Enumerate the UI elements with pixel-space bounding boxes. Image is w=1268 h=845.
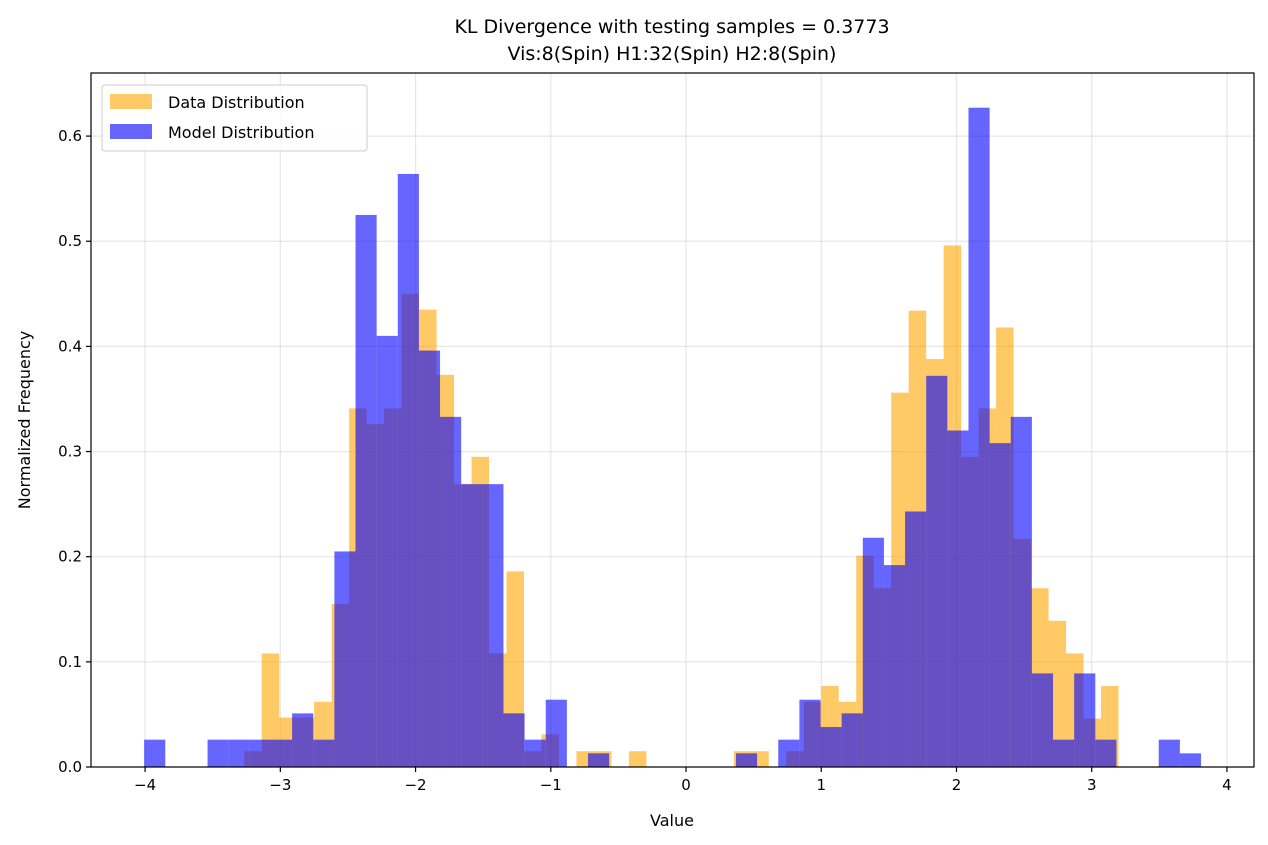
histogram-bar xyxy=(820,727,842,767)
x-tick-label: −3 xyxy=(269,776,291,794)
histogram-bar xyxy=(207,739,229,767)
histogram-bar xyxy=(313,739,335,767)
x-tick-label: −2 xyxy=(404,776,426,794)
histogram-bar xyxy=(418,350,441,767)
y-tick-label: 0.5 xyxy=(58,232,82,250)
legend: Data Distribution Model Distribution xyxy=(101,84,368,152)
histogram-bar xyxy=(735,753,758,767)
x-tick-label: 2 xyxy=(952,776,962,794)
histogram-bar xyxy=(545,699,567,767)
x-tick-label: 4 xyxy=(1222,776,1232,794)
histogram-bar xyxy=(440,416,462,767)
x-tick-label: −4 xyxy=(134,776,156,794)
histogram-bar xyxy=(968,107,990,767)
chart-title: KL Divergence with testing samples = 0.3… xyxy=(454,16,889,38)
bars xyxy=(144,107,1201,768)
y-tick-label: 0.2 xyxy=(58,548,82,566)
y-tick-label: 0.3 xyxy=(58,443,82,461)
histogram-bar xyxy=(1010,416,1032,767)
histogram-bar xyxy=(905,511,927,767)
x-tick-label: 3 xyxy=(1087,776,1097,794)
plot-frame xyxy=(90,72,1255,768)
histogram-bar xyxy=(1031,673,1054,767)
histogram-bar xyxy=(926,375,948,767)
legend-label-data: Data Distribution xyxy=(168,93,305,112)
histogram-bar xyxy=(628,751,647,767)
x-tick-label: −1 xyxy=(540,776,562,794)
histogram-bar xyxy=(397,173,419,768)
histogram-bar xyxy=(270,739,293,767)
histogram-bar xyxy=(261,653,280,767)
histogram-bar xyxy=(1158,739,1180,767)
legend-swatch-model xyxy=(110,124,152,139)
x-tick-label: 1 xyxy=(816,776,826,794)
chart-subtitle: Vis:8(Spin) H1:32(Spin) H2:8(Spin) xyxy=(508,43,837,65)
histogram-bar xyxy=(841,713,863,767)
histogram-bar xyxy=(1053,739,1075,767)
y-axis: 0.0 0.1 0.2 0.3 0.4 0.5 0.6 xyxy=(58,127,91,776)
legend-swatch-data xyxy=(110,94,152,109)
histogram-bar xyxy=(355,214,377,768)
legend-label-model: Model Distribution xyxy=(168,123,314,142)
histogram-bar xyxy=(503,713,525,767)
histogram-bar xyxy=(461,484,483,767)
histogram-bar xyxy=(524,739,546,767)
histogram-bar xyxy=(778,739,800,767)
histogram-bar xyxy=(482,484,504,767)
histogram-bar xyxy=(1095,739,1117,767)
histogram-bar xyxy=(144,739,166,767)
histogram-bar xyxy=(989,443,1011,767)
histogram-bar xyxy=(799,699,821,767)
histogram-bar xyxy=(588,753,610,767)
x-tick-label: 0 xyxy=(681,776,691,794)
histogram-bar xyxy=(947,430,969,767)
y-tick-label: 0.1 xyxy=(58,653,82,671)
x-axis: −4 −3 −2 −1 0 1 2 3 4 xyxy=(134,767,1232,794)
histogram-bar xyxy=(1074,673,1096,767)
x-axis-label: Value xyxy=(650,811,694,830)
y-tick-label: 0.0 xyxy=(58,758,82,776)
histogram-bar xyxy=(1179,753,1201,767)
histogram-bar xyxy=(249,739,271,767)
histogram-bar xyxy=(862,537,884,767)
y-axis-label: Normalized Frequency xyxy=(15,331,34,509)
histogram-bar xyxy=(883,565,906,767)
histogram-bar xyxy=(292,713,314,767)
histogram-bar xyxy=(334,551,356,767)
series-model xyxy=(144,107,1201,768)
histogram-bar xyxy=(376,335,398,767)
y-tick-label: 0.6 xyxy=(58,127,82,145)
histogram-bar xyxy=(228,739,250,767)
legend-box xyxy=(101,84,368,152)
y-tick-label: 0.4 xyxy=(58,337,82,355)
